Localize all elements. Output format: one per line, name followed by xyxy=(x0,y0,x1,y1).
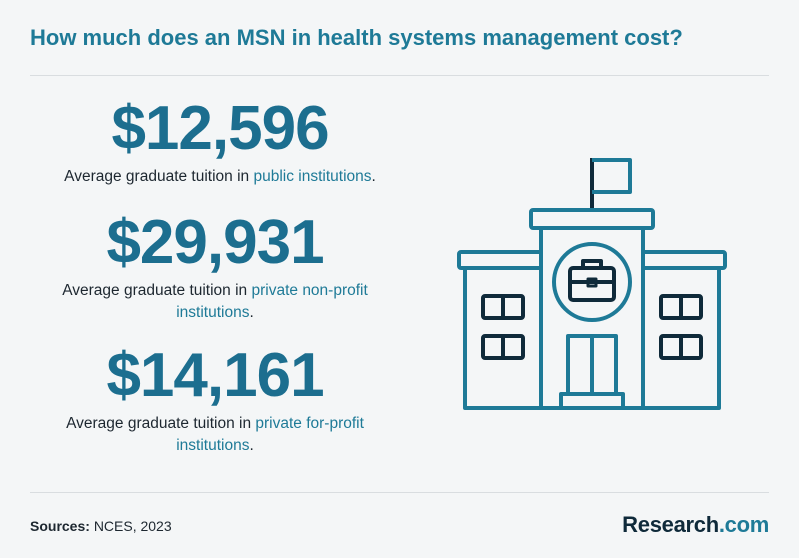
caption-suffix: . xyxy=(371,168,376,185)
stat-amount: $12,596 xyxy=(111,94,329,163)
caption-highlight: public institutions xyxy=(253,168,372,185)
stat-private-nonprofit: $29,931 Average graduate tuition in priv… xyxy=(40,212,390,324)
stat-public: $12,596 Average graduate tuition in publ… xyxy=(30,98,410,188)
stat-caption: Average graduate tuition in public insti… xyxy=(30,166,410,188)
logo-name: Research xyxy=(622,512,719,537)
caption-prefix: Average graduate tuition in xyxy=(66,415,256,432)
stat-amount: $14,161 xyxy=(106,341,324,410)
stat-amount: $29,931 xyxy=(106,208,324,277)
caption-prefix: Average graduate tuition in xyxy=(64,168,254,185)
school-building-with-briefcase-icon xyxy=(457,158,727,410)
caption-suffix: . xyxy=(249,437,254,454)
caption-prefix: Average graduate tuition in xyxy=(62,282,252,299)
caption-highlight: private non-profit institutions xyxy=(176,282,368,321)
stat-caption: Average graduate tuition in private non-… xyxy=(40,280,390,324)
caption-highlight: private for-profit institutions xyxy=(176,415,364,454)
caption-suffix: . xyxy=(249,304,254,321)
bottom-divider xyxy=(30,492,769,493)
sources-label: Sources: xyxy=(30,518,90,534)
research-com-logo[interactable]: Research.com xyxy=(622,512,769,538)
logo-tld: .com xyxy=(718,512,769,537)
stat-caption: Average graduate tuition in private for-… xyxy=(40,413,390,457)
stat-private-forprofit: $14,161 Average graduate tuition in priv… xyxy=(40,345,390,457)
sources-value: NCES, 2023 xyxy=(93,518,172,534)
sources-line: Sources: NCES, 2023 xyxy=(30,518,172,534)
top-divider xyxy=(30,75,769,76)
page-title: How much does an MSN in health systems m… xyxy=(30,25,683,50)
